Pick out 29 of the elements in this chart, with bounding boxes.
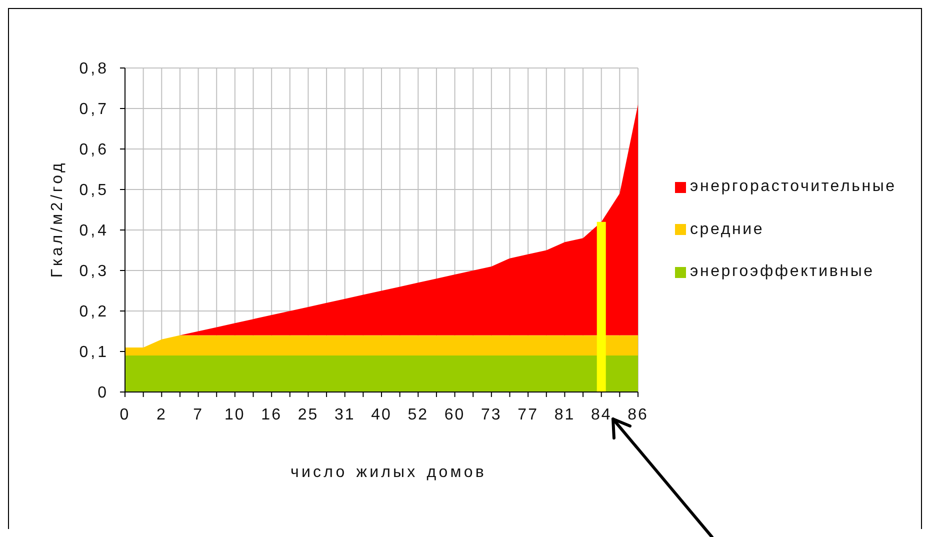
y-tick-label: 0,6 [79, 142, 109, 159]
x-tick-label: 52 [408, 406, 429, 424]
x-tick-label: 60 [444, 406, 466, 424]
x-tick-label: 77 [518, 406, 538, 424]
y-tick-label: 0,1 [79, 344, 109, 362]
x-tick-label: 10 [224, 406, 246, 424]
x-tick-label: 25 [298, 406, 319, 424]
y-tick-label: 0,8 [79, 60, 109, 78]
legend-label: энергоэффективные [690, 263, 874, 282]
x-tick-label: 0 [120, 406, 130, 424]
x-tick-label: 31 [334, 406, 356, 424]
legend-label: энергорасточительные [690, 178, 896, 196]
x-axis-title: число жилых домов [290, 464, 486, 480]
x-tick-label: 2 [156, 406, 167, 424]
y-tick-label: 0,3 [79, 263, 109, 280]
x-tick-label: 16 [261, 406, 282, 424]
x-tick-label: 73 [481, 406, 502, 424]
y-tick-label: 0,4 [79, 222, 109, 240]
y-tick-label: 0 [98, 384, 109, 402]
legend-label: средние [690, 220, 764, 239]
y-tick-label: 0,2 [79, 304, 109, 321]
x-tick-label: 84 [590, 406, 612, 424]
y-tick-label: 0,5 [79, 182, 109, 200]
y-tick-label: 0,7 [79, 101, 109, 118]
x-tick-label: 40 [371, 406, 392, 424]
x-tick-label: 7 [193, 406, 204, 424]
x-tick-label: 81 [554, 406, 576, 424]
x-tick-label: 86 [628, 406, 648, 424]
y-axis-title: Гкал/м2/год [48, 160, 66, 278]
